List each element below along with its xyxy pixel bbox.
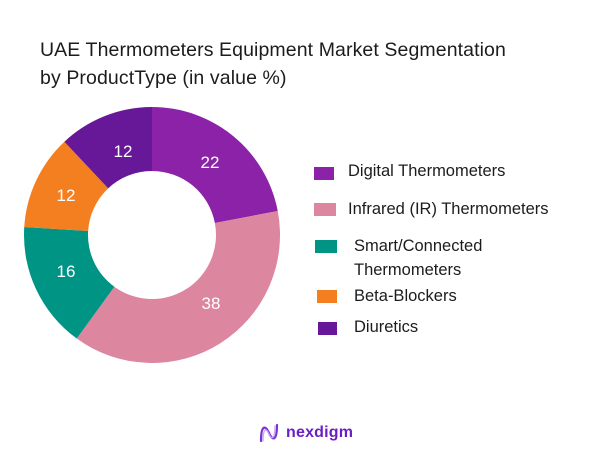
donut-slice-beta [24,141,109,231]
legend-swatch-infrared [314,203,336,216]
legend-label-smart-line1: Smart/Connected [354,237,483,255]
donut-slices [24,107,280,363]
donut-slice-smart [24,226,115,339]
donut-slice-diuretics [64,107,152,189]
legend-swatch-digital [314,167,334,180]
legend-swatch-smart [315,240,337,253]
brand-name: nexdigm [286,424,354,441]
donut-slice-infrared [76,211,280,363]
slice-label-smart: 16 [57,262,76,281]
donut-slice-digital [152,107,278,224]
legend-label-infrared: Infrared (IR) Thermometers [348,200,549,218]
legend-label-beta: Beta-Blockers [354,287,457,305]
legend-label-digital: Digital Thermometers [348,162,506,180]
chart-title-line2: by ProductType (in value %) [40,67,287,89]
nexdigm-wave-icon [259,423,279,443]
legend-swatch-beta [317,290,337,303]
legend-label-diuretics: Diuretics [354,318,419,336]
brand-logo: nexdigm [258,420,353,446]
legend-label-smart-line2: Thermometers [354,261,462,279]
chart-title: UAE Thermometers Equipment Market Segmen… [40,36,600,92]
chart-title-line1: UAE Thermometers Equipment Market Segmen… [40,39,506,61]
legend-swatch-diuretics [318,322,337,335]
slice-label-infrared: 38 [202,294,221,313]
slice-label-digital: 22 [201,153,220,172]
slice-label-beta: 12 [57,186,76,205]
slice-label-diuretics: 12 [114,142,133,161]
